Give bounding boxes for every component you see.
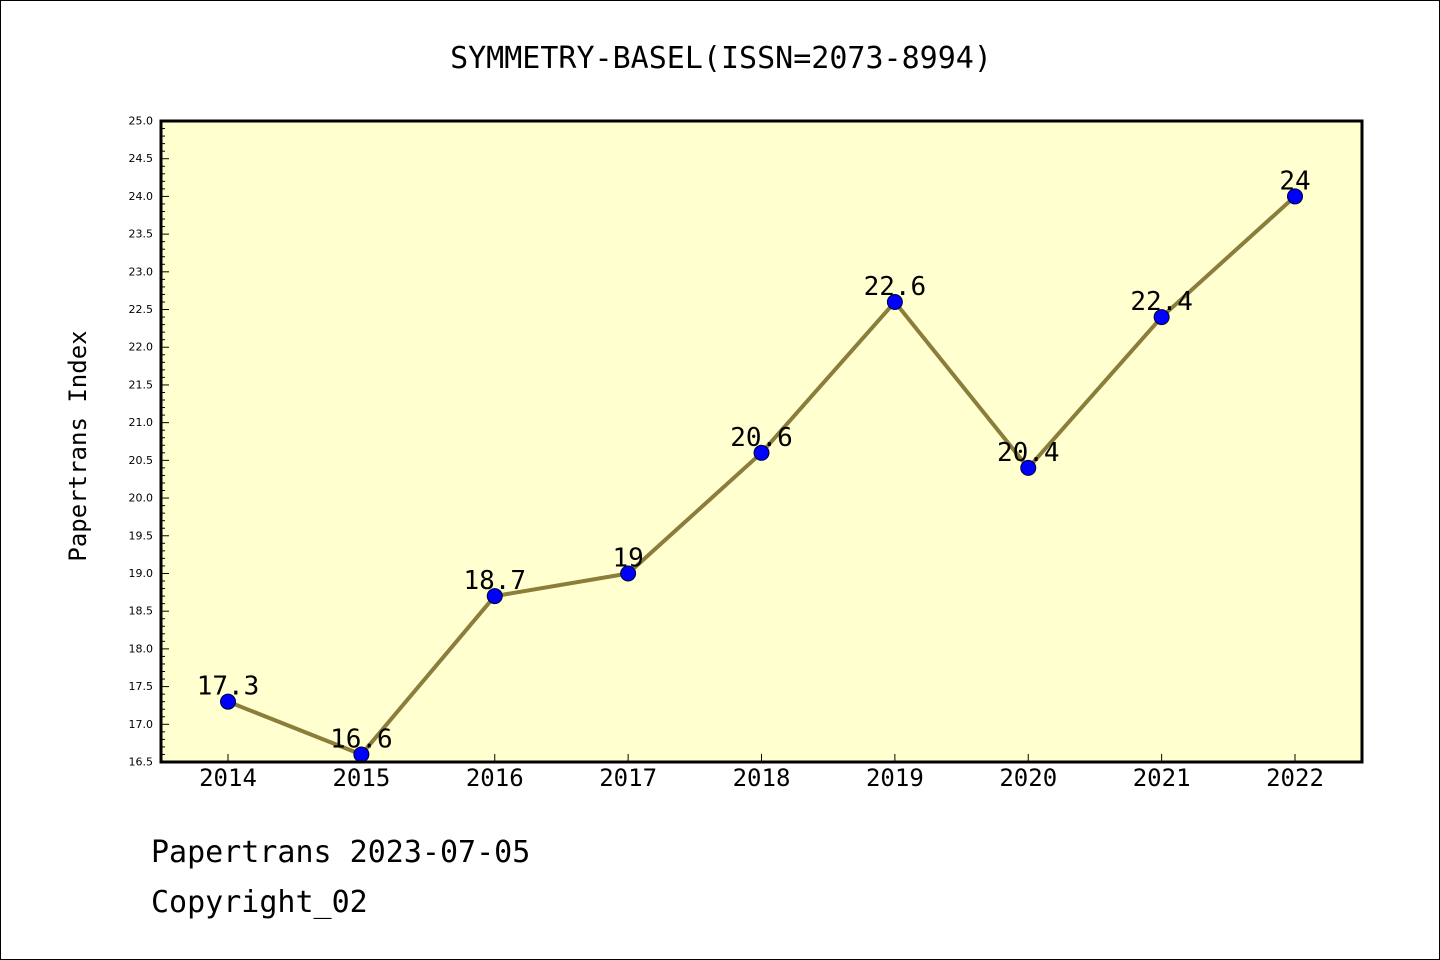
y-tick-label: 19.5 <box>129 529 154 542</box>
y-axis: 16.5 17.0 17.5 18.0 18.5 19.0 19.5 20.0 20.5 21.0… <box>129 115 169 769</box>
data-point <box>1287 188 1303 205</box>
data-label: 20.6 <box>730 423 793 453</box>
y-tick-label: 22.0 <box>129 341 154 354</box>
footer-copyright-text: Copyright_02 <box>151 885 368 920</box>
x-tick-label: 2015 <box>332 764 390 792</box>
y-tick-label: 18.5 <box>129 605 154 618</box>
y-tick-label: 19.0 <box>129 567 154 580</box>
chart-title: SYMMETRY-BASEL(ISSN=2073-8994) <box>450 41 992 76</box>
x-axis: 2014 2015 2016 2017 2018 2019 2020 2021 2022 <box>199 754 1324 792</box>
x-tick-label: 2014 <box>199 764 257 792</box>
data-label: 18.7 <box>463 566 526 596</box>
y-tick-label: 23.5 <box>129 228 154 241</box>
y-axis-label: Papertrans Index <box>64 330 92 561</box>
data-label: 19 <box>612 543 643 573</box>
data-label: 16.6 <box>330 724 393 754</box>
x-tick-label: 2018 <box>733 764 791 792</box>
y-tick-label: 20.5 <box>129 454 154 467</box>
data-point <box>1020 459 1037 476</box>
data-label: 22.6 <box>864 272 927 302</box>
y-tick-label: 25.0 <box>129 115 154 128</box>
x-tick-label: 2017 <box>599 764 657 792</box>
x-tick-label: 2016 <box>466 764 524 792</box>
y-tick-label: 22.5 <box>129 303 154 316</box>
footer-date-text: Papertrans 2023-07-05 <box>151 835 531 870</box>
x-tick-label: 2022 <box>1266 764 1324 792</box>
y-tick-label: 21.0 <box>129 416 154 429</box>
plot-frame <box>159 119 1364 764</box>
x-tick-label: 2021 <box>1133 764 1191 792</box>
data-label: 22.4 <box>1130 287 1193 317</box>
data-point <box>220 693 236 710</box>
y-tick-label: 21.5 <box>129 378 154 391</box>
y-tick-label: 18.0 <box>129 642 154 655</box>
x-tick-label: 2020 <box>999 764 1057 792</box>
series-line-group <box>220 188 1303 763</box>
y-tick-label: 17.5 <box>129 680 154 693</box>
data-label: 24 <box>1279 166 1310 196</box>
x-tick-label: 2019 <box>866 764 924 792</box>
y-tick-label: 23.0 <box>129 265 154 278</box>
data-point <box>753 444 770 461</box>
data-point <box>486 588 503 605</box>
data-label: 20.4 <box>997 438 1060 468</box>
data-point <box>886 293 903 310</box>
y-tick-label: 24.5 <box>129 152 154 165</box>
plot-area <box>161 121 1362 762</box>
data-labels: 17.3 16.6 18.7 19 20.6 22.6 20.4 22.4 24 <box>197 166 1311 754</box>
y-tick-label: 24.0 <box>129 190 154 203</box>
data-point <box>620 565 637 582</box>
data-point <box>1153 309 1170 326</box>
y-tick-label: 17.0 <box>129 718 154 731</box>
data-label: 17.3 <box>197 672 260 702</box>
y-tick-label: 20.0 <box>129 492 154 505</box>
y-tick-label: 16.5 <box>129 756 154 769</box>
